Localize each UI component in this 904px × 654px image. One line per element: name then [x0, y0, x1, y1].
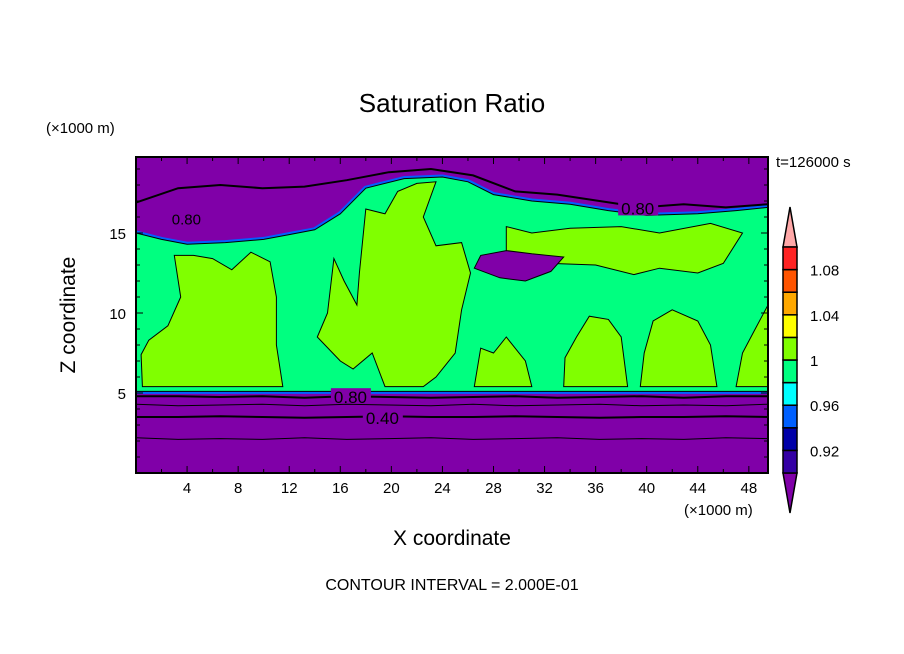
- colorbar-swatch: [782, 336, 798, 361]
- x-tick-label: 28: [485, 480, 502, 497]
- x-tick-label: 32: [536, 480, 553, 497]
- contour-region: [473, 336, 533, 388]
- x-tick-label: 44: [689, 480, 706, 497]
- colorbar-swatch: [782, 427, 798, 452]
- x-tick-label: 12: [281, 480, 298, 497]
- colorbar-label: 0.96: [810, 398, 839, 415]
- contour-region: [505, 222, 744, 276]
- colorbar: 1.08 1.04 1 0.96 0.92: [782, 206, 839, 514]
- contour-label: 0.80: [621, 199, 654, 218]
- colorbar-min-arrow: [782, 472, 798, 514]
- colorbar-swatch: [782, 404, 798, 429]
- colorbar-swatch: [782, 381, 798, 406]
- x-tick-label: 48: [741, 480, 758, 497]
- x-tick-label: 40: [638, 480, 655, 497]
- contour-region: [563, 315, 629, 388]
- contour-label: 0.80: [334, 388, 367, 407]
- plot-frame: [135, 156, 769, 474]
- y-tick-label: 10: [109, 306, 126, 323]
- plot-area: 0.80 0.80 0.40 0.80: [136, 157, 768, 473]
- colorbar-label: 0.92: [810, 443, 839, 460]
- colorbar-label: 1: [810, 353, 818, 370]
- contour-line: [136, 395, 768, 399]
- contour-label: 0.80: [172, 212, 201, 229]
- contour-label-bg: [362, 409, 403, 425]
- contour-line: [136, 415, 768, 419]
- chart-title: Saturation Ratio: [358, 88, 546, 118]
- contour-region: [473, 250, 565, 282]
- contour-region: [316, 181, 472, 388]
- x-axis-label: X coordinate: [393, 527, 511, 550]
- colorbar-label: 1.04: [810, 308, 839, 325]
- colorbar-max-arrow: [782, 206, 798, 248]
- colorbar-swatch: [782, 359, 798, 384]
- x-tick-label: 36: [587, 480, 604, 497]
- contour-region: [639, 309, 718, 388]
- colorbar-swatch: [782, 314, 798, 339]
- x-tick-label: 16: [332, 480, 349, 497]
- x-tick-label: 24: [434, 480, 451, 497]
- y-tick-label: 5: [118, 386, 126, 403]
- contour-label-bg: [618, 199, 659, 216]
- colorbar-swatch: [782, 291, 798, 316]
- contour-label-bg: [330, 388, 371, 405]
- time-label: t=126000 s: [776, 154, 851, 171]
- contour-line: [136, 167, 768, 209]
- contour-region: [140, 251, 284, 388]
- y-tick-label: 15: [109, 226, 126, 243]
- contour-region: [735, 304, 768, 388]
- y-axis-unit: (×1000 m): [46, 120, 115, 137]
- x-tick-label: 8: [234, 480, 242, 497]
- colorbar-swatch: [782, 268, 798, 293]
- contour-interval-note: CONTOUR INTERVAL = 2.000E-01: [325, 577, 579, 594]
- colorbar-swatch: [782, 449, 798, 474]
- contour-label: 0.40: [366, 409, 399, 428]
- x-tick-label: 4: [183, 480, 191, 497]
- x-axis-unit: (×1000 m): [684, 502, 753, 519]
- x-tick-label: 20: [383, 480, 400, 497]
- contour-line: [136, 437, 768, 440]
- contour-line: [136, 403, 768, 407]
- colorbar-label: 1.08: [810, 263, 839, 280]
- colorbar-swatch: [782, 246, 798, 271]
